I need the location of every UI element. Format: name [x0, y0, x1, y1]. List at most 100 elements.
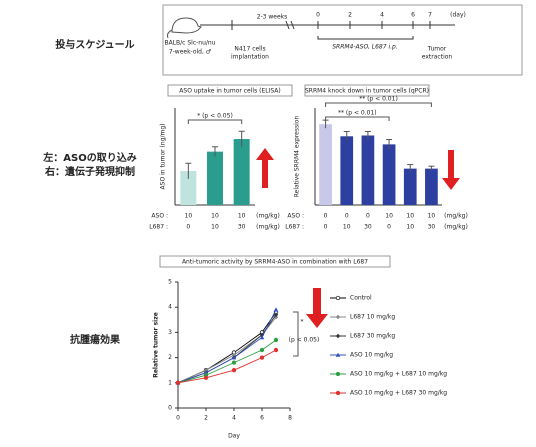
sig-bracket: [325, 116, 390, 121]
row-value: 10: [428, 213, 436, 220]
sig-bracket: [187, 119, 243, 124]
row-value: 10: [343, 224, 351, 231]
mouse-icon: [167, 17, 202, 39]
marker: [273, 337, 279, 343]
schedule-title: 投与スケジュール: [55, 38, 134, 51]
marker: [259, 355, 265, 360]
y-axis-label: ASO in tumor (ng/mg): [160, 124, 167, 190]
row-value: 30: [428, 224, 436, 231]
row-value: 0: [324, 213, 328, 220]
day-label: 7: [428, 12, 432, 19]
row-value: 10: [406, 213, 414, 220]
row-value: 10: [406, 224, 414, 231]
mouse-strain: BALB/c Slc-nu/nu: [164, 40, 215, 47]
unit: (mg/kg): [444, 224, 468, 231]
implantation: N417 cells: [234, 46, 265, 53]
row-value: 10: [238, 213, 246, 220]
sig-bracket: [325, 102, 432, 107]
marker: [231, 368, 237, 373]
arrow-up: [256, 148, 274, 188]
row-value: 0: [387, 224, 391, 231]
extraction: extraction: [422, 54, 453, 61]
y-axis-label: Relative SRRM4 expression: [294, 116, 301, 198]
sig-label: *: [301, 319, 304, 326]
bar: [425, 168, 438, 205]
row-value: 0: [324, 224, 328, 231]
legend-label: ASO 10 mg/kg: [350, 352, 393, 359]
marker: [231, 360, 237, 365]
legend-marker: [335, 352, 341, 357]
y-tick-label: 1: [168, 379, 172, 386]
day-unit: (day): [450, 12, 466, 19]
y-tick-label: 3: [168, 329, 172, 336]
treatment: SRRM4-ASO, L687 i.p.: [332, 44, 398, 51]
mouse-age: 7-week-old, ♂: [169, 49, 211, 56]
marker: [175, 380, 181, 385]
y-tick-label: 2: [168, 354, 172, 361]
day-label: 6: [411, 12, 415, 19]
legend-marker: [335, 333, 341, 339]
marker: [231, 352, 237, 358]
bar: [403, 168, 417, 205]
y-tick-label: 0: [168, 405, 172, 412]
bar: [233, 139, 250, 205]
day-label: 2: [348, 12, 352, 19]
row-label: ASO :: [287, 213, 304, 220]
chart-title: Anti-tumoric activity by SRRM4-ASO in co…: [182, 259, 368, 266]
x-tick-label: 4: [232, 415, 236, 422]
arrow-down: [306, 288, 328, 328]
implantation: implantation: [231, 54, 269, 61]
legend-label: Control: [350, 295, 372, 302]
x-axis-label: Day: [228, 433, 240, 440]
x-tick-label: 6: [260, 415, 264, 422]
legend-marker: [335, 390, 341, 396]
legend-marker: [335, 295, 341, 301]
marker: [273, 347, 279, 353]
sig-bracket: [293, 311, 299, 357]
day-label: 4: [380, 12, 384, 19]
title-box: [167, 84, 293, 97]
row-label: ASO :: [151, 213, 168, 220]
side-label: 左：ASOの取り込み: [42, 151, 136, 164]
chart-title: ASO uptake in tumor cells (ELISA): [179, 88, 280, 95]
interval: 2-3 weeks: [257, 14, 288, 21]
row-value: 0: [186, 224, 190, 231]
legend-marker: [335, 314, 341, 320]
y-tick-label: 4: [168, 304, 172, 311]
arrow-down: [442, 150, 460, 190]
legend-label: L687 30 mg/kg: [350, 333, 395, 340]
legend-marker: [335, 371, 341, 377]
marker: [259, 335, 265, 340]
row-value: 10: [211, 213, 219, 220]
row-value: 30: [238, 224, 246, 231]
bar: [340, 136, 354, 205]
unit: (mg/kg): [444, 213, 468, 220]
bar: [382, 144, 396, 205]
row-value: 30: [364, 224, 372, 231]
x-tick-label: 0: [176, 415, 180, 422]
title-box: [304, 84, 430, 97]
row-value: 0: [366, 213, 370, 220]
marker: [259, 347, 265, 353]
day-label: 0: [316, 12, 320, 19]
unit: (mg/kg): [256, 224, 280, 231]
legend-label: ASO 10 mg/kg + L687 30 mg/kg: [350, 390, 447, 397]
x-tick-label: 2: [204, 415, 208, 422]
marker: [203, 375, 209, 380]
x-tick-label: 8: [288, 415, 292, 422]
side-label: 右：遺伝子発現抑制: [44, 165, 135, 178]
bar: [319, 124, 332, 205]
title-box: [159, 255, 391, 268]
row-value: 10: [385, 213, 393, 220]
y-axis-label: Relative tumor size: [153, 312, 160, 378]
row-value: 10: [185, 213, 193, 220]
marker: [231, 355, 237, 360]
row-label: L687 :: [149, 224, 168, 231]
treatment-bracket: [317, 36, 414, 40]
timeline-break: [285, 20, 295, 30]
marker: [273, 307, 279, 312]
legend-label: L687 10 mg/kg: [350, 314, 395, 321]
row-value: 0: [345, 213, 349, 220]
unit: (mg/kg): [256, 213, 280, 220]
